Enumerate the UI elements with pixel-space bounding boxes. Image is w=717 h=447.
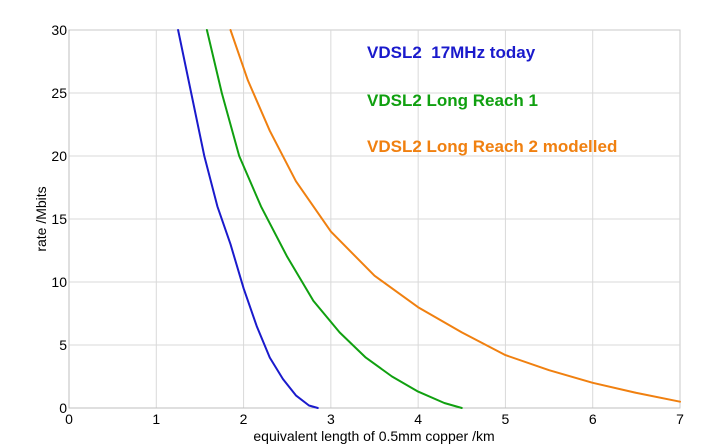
- series-line-3: [229, 29, 681, 403]
- y-tick-label: 5: [59, 337, 67, 353]
- legend-entry-3: VDSL2 Long Reach 2 modelled: [367, 137, 617, 156]
- legend-entry-2: VDSL2 Long Reach 1: [367, 91, 538, 110]
- x-tick-label: 4: [414, 411, 422, 427]
- y-tick-label: 30: [51, 22, 67, 38]
- x-tick-label: 5: [502, 411, 510, 427]
- x-tick-label: 6: [589, 411, 597, 427]
- y-gridlines: [69, 92, 680, 346]
- x-tick-label: 3: [327, 411, 335, 427]
- x-tick-label: 2: [240, 411, 248, 427]
- legend-entry-1: VDSL2 17MHz today: [367, 43, 536, 62]
- x-tick-label: 0: [65, 411, 73, 427]
- x-tick-labels: 0 1 2 3 4 5 6 7: [65, 411, 684, 427]
- y-tick-label: 25: [51, 85, 67, 101]
- x-tick-label: 1: [152, 411, 160, 427]
- series-line-2: [205, 29, 463, 409]
- y-tick-labels: 0 5 10 15 20 25 30: [51, 22, 67, 416]
- series-lines: [177, 29, 681, 409]
- y-tick-label: 15: [51, 211, 67, 227]
- y-tick-label: 0: [59, 400, 67, 416]
- x-tick-label: 7: [676, 411, 684, 427]
- y-tick-label: 20: [51, 148, 67, 164]
- legend: VDSL2 17MHz today VDSL2 Long Reach 1 VDSL2…: [367, 43, 617, 156]
- y-axis-title: rate /Mbits: [33, 186, 49, 251]
- x-axis-title: equivalent length of 0.5mm copper /km: [253, 428, 494, 444]
- y-tick-label: 10: [51, 274, 67, 290]
- series-line-1: [177, 29, 319, 409]
